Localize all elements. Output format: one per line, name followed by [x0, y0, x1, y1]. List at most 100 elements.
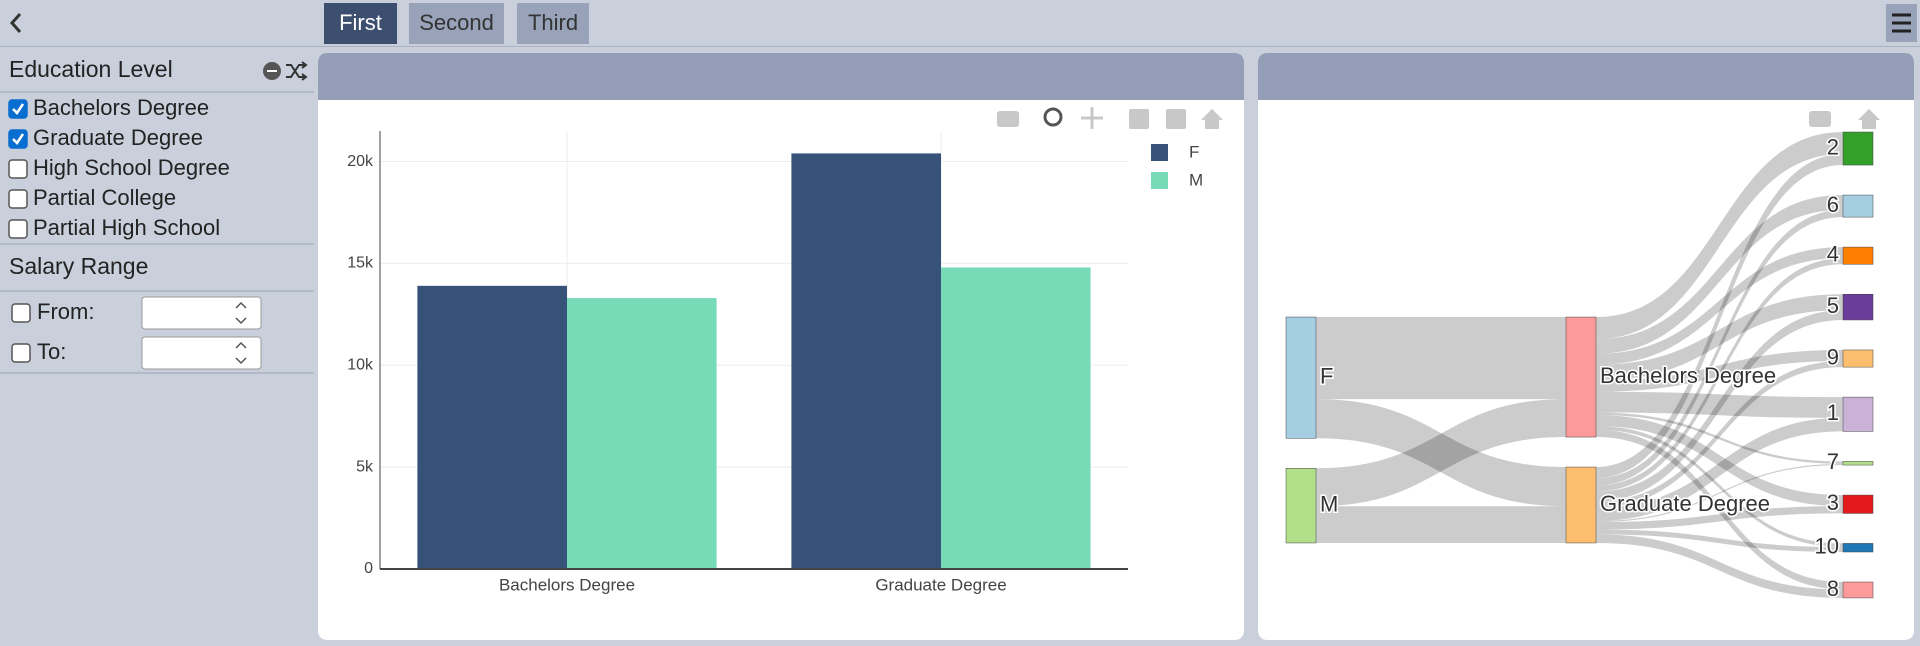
sankey-node: [1842, 581, 1874, 599]
sankey-node: [1285, 468, 1317, 544]
y-tick-label: 15k: [347, 255, 374, 272]
legend-swatch[interactable]: [1151, 144, 1168, 161]
sankey-link: [1316, 399, 1566, 507]
y-tick-label: 10k: [347, 356, 374, 373]
y-tick-label: 20k: [347, 153, 374, 170]
sankey-node: [1842, 396, 1874, 432]
pan-icon[interactable]: [1081, 107, 1103, 129]
y-tick-label: 5k: [356, 458, 374, 475]
sankey-link: [1316, 399, 1566, 507]
sankey-link: [1596, 294, 1843, 381]
option-label[interactable]: Graduate Degree: [33, 125, 203, 150]
sankey-node: [1842, 543, 1874, 553]
field-label[interactable]: To:: [37, 339, 66, 364]
sankey-link: [1596, 349, 1843, 392]
node-label: 7: [1827, 449, 1839, 474]
node-label: 8: [1827, 576, 1839, 601]
sankey-link: [1596, 506, 1843, 530]
checkbox[interactable]: [11, 303, 31, 323]
sankey-link: [1596, 391, 1843, 418]
checkbox[interactable]: [8, 219, 28, 239]
node-label: 5: [1827, 293, 1839, 318]
zoom-icon[interactable]: [1043, 107, 1063, 127]
sankey-link: [1596, 195, 1843, 354]
node-label: 2: [1827, 134, 1839, 159]
node-label: 3: [1827, 490, 1839, 515]
sankey-link: [1596, 417, 1843, 521]
y-tick-label: 0: [364, 560, 373, 577]
checkbox[interactable]: [11, 343, 31, 363]
sankey-node: [1842, 461, 1874, 466]
sankey-node: [1842, 131, 1874, 166]
section-title: Salary Range: [9, 253, 148, 279]
sankey-link: [1596, 415, 1843, 507]
sankey-link: [1316, 506, 1566, 543]
tab[interactable]: [324, 3, 397, 44]
node-label: 10: [1815, 534, 1839, 559]
node-label: 6: [1827, 192, 1839, 217]
sankey-link: [1596, 258, 1843, 492]
menu-button[interactable]: [1886, 4, 1917, 42]
legend-label[interactable]: F: [1189, 142, 1199, 161]
sankey-node: [1285, 316, 1317, 439]
checkbox[interactable]: [8, 189, 28, 209]
option-label[interactable]: High School Degree: [33, 155, 230, 180]
checkbox[interactable]: [8, 99, 28, 119]
sankey-node: [1842, 246, 1874, 265]
shuffle-icon[interactable]: [286, 61, 308, 81]
node-label: F: [1320, 363, 1333, 388]
section-title: Education Level: [9, 56, 173, 82]
option-label[interactable]: Partial High School: [33, 215, 220, 240]
sankey-link: [1596, 412, 1843, 464]
bar: [567, 298, 717, 569]
field-label[interactable]: From:: [37, 299, 94, 324]
sankey-link: [1596, 429, 1843, 590]
sankey-link: [1596, 247, 1843, 365]
legend-swatch[interactable]: [1151, 172, 1168, 189]
sankey-link: [1596, 310, 1843, 502]
sankey-link: [1316, 317, 1566, 400]
sankey-node: [1842, 194, 1874, 218]
panel-header: [1258, 53, 1914, 100]
sankey-link: [1596, 132, 1843, 340]
node-label: Bachelors Degree: [1600, 363, 1776, 388]
top-bar: [0, 0, 1920, 46]
sankey-node: [1565, 466, 1597, 544]
number-input[interactable]: [141, 336, 262, 370]
zoom-in-icon[interactable]: [1129, 109, 1149, 129]
bar: [417, 285, 567, 569]
node-label: 9: [1827, 344, 1839, 369]
tab-label[interactable]: First: [339, 10, 382, 35]
sankey-link: [1596, 426, 1843, 548]
checkbox[interactable]: [8, 159, 28, 179]
x-tick-label: Bachelors Degree: [499, 575, 635, 594]
sankey-link: [1596, 534, 1843, 598]
option-label[interactable]: Bachelors Degree: [33, 95, 209, 120]
bar: [791, 153, 941, 569]
option-label[interactable]: Partial College: [33, 185, 176, 210]
zoom-out-icon[interactable]: [1166, 109, 1186, 129]
legend-label[interactable]: M: [1189, 170, 1203, 189]
tab[interactable]: [517, 3, 589, 44]
tab-label[interactable]: Second: [419, 10, 494, 35]
spinner[interactable]: [235, 301, 247, 325]
spinner[interactable]: [235, 341, 247, 365]
home-icon[interactable]: [1201, 109, 1223, 129]
camera-icon[interactable]: [1809, 111, 1831, 127]
back-button[interactable]: [9, 13, 22, 33]
checkbox[interactable]: [8, 129, 28, 149]
sankey-link: [1596, 529, 1843, 553]
sankey-link: [1596, 360, 1843, 508]
tab-label[interactable]: Third: [528, 10, 578, 35]
sankey-link: [1596, 209, 1843, 486]
node-label: M: [1320, 491, 1338, 516]
tab[interactable]: [409, 3, 504, 44]
camera-icon[interactable]: [997, 111, 1019, 127]
number-input[interactable]: [141, 296, 262, 330]
sankey-link: [1596, 463, 1843, 523]
modebar: [997, 107, 1880, 129]
sankey-node: [1842, 293, 1874, 321]
home-icon[interactable]: [1858, 109, 1880, 129]
panel-header: [318, 53, 1244, 100]
